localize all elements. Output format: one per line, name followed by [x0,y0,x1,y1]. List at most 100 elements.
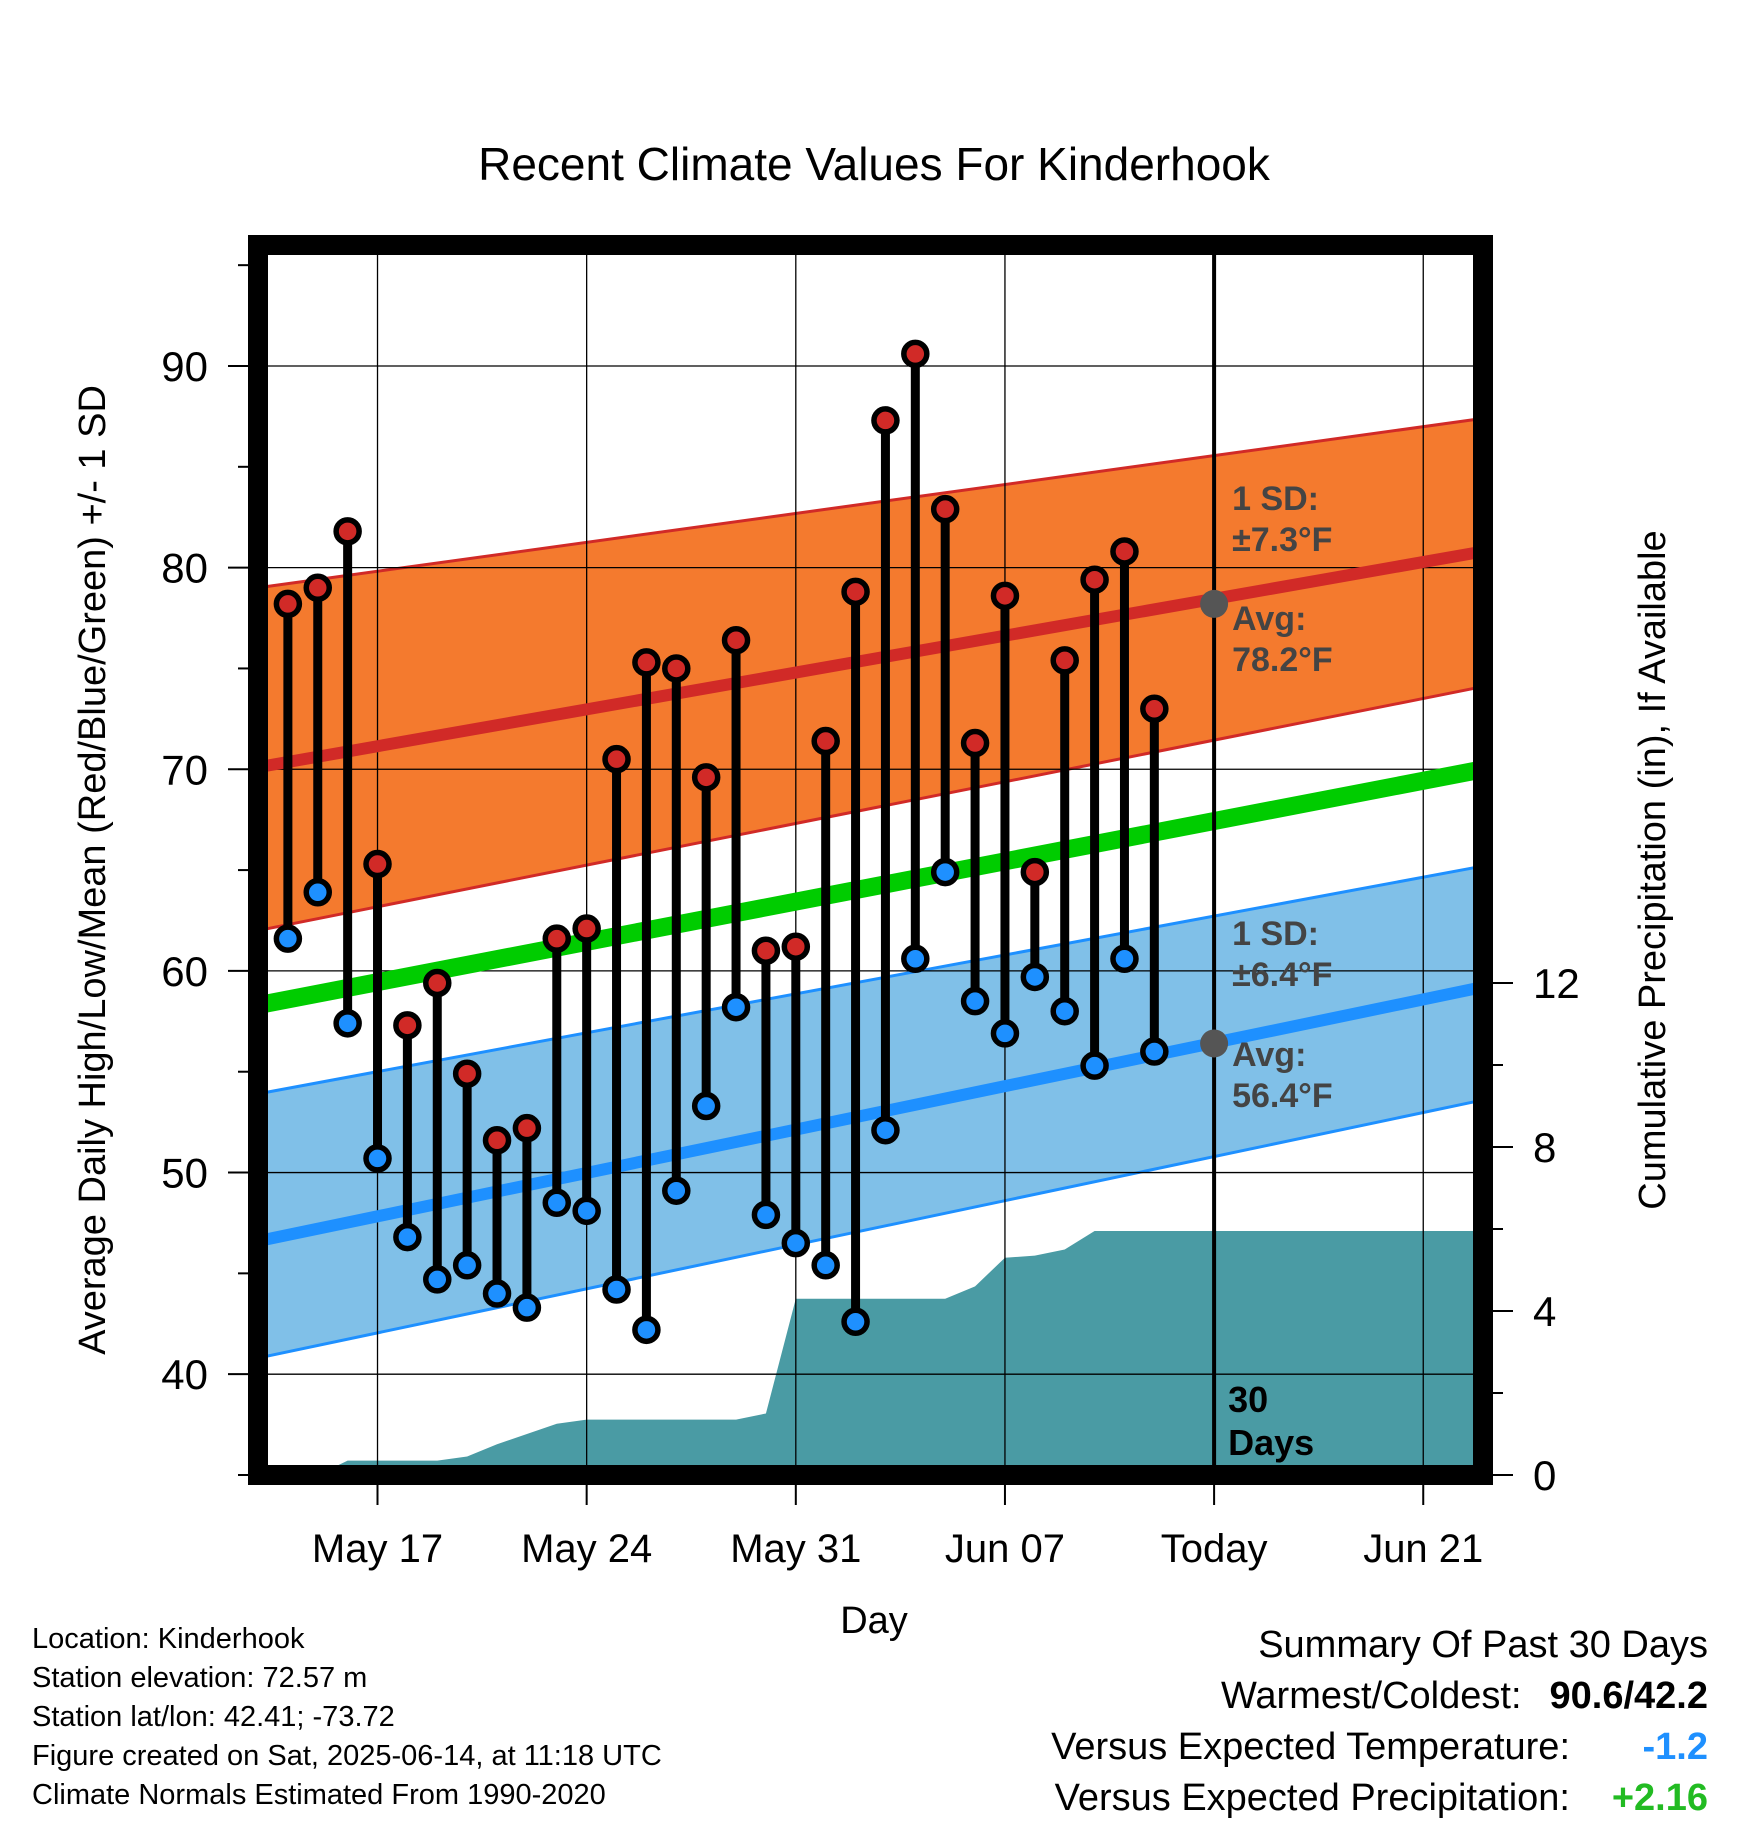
precip-row: Versus Expected Precipitation: +2.16 [1051,1773,1708,1824]
high-marker [482,1126,512,1155]
axes: 40 50 60 70 80 90 0 4 8 12 May 17 May 24 May 31 Jun 0… [161,264,1580,1571]
x-tick-label: Jun 21 [1363,1527,1483,1571]
high-avg-value: 78.2°F [1232,641,1333,679]
daily-markers [273,339,1169,1345]
low-marker [393,1222,422,1252]
high-marker [572,914,601,943]
mean-avg-line [256,760,1485,1015]
precip-value: +2.16 [1611,1777,1708,1819]
high-marker [841,577,870,607]
low-avg-line [256,981,1485,1247]
elevation-text: Station elevation: 72.57 m [32,1662,368,1694]
y-tick-label: 70 [161,746,208,793]
low-marker [1080,1051,1109,1080]
high-marker [930,494,960,524]
high-avg-today-dot [1200,589,1229,618]
high-marker [751,936,781,965]
high-marker [1110,537,1139,566]
low-marker [482,1279,512,1308]
low-marker [841,1307,870,1337]
low-marker [303,878,333,907]
low-marker [333,1009,362,1038]
days-label-number: 30 [1228,1379,1268,1420]
plot-frame [248,235,1493,1485]
warm-cold-row: Warmest/Coldest: 90.6/42.2 [1051,1671,1708,1722]
temp-value: -1.2 [1642,1726,1708,1768]
x-axis-label: Day [840,1600,908,1642]
precipitation-fill [258,1231,1483,1475]
low-upper-edge [257,864,1484,1096]
low-marker [662,1176,691,1205]
chart-title: Recent Climate Values For Kinderhook [478,138,1271,190]
high-sd-value: ±7.3°F [1232,521,1332,559]
low-marker [423,1265,452,1294]
low-lower-edge [257,1098,1484,1360]
low-marker [751,1200,781,1230]
high-marker [512,1113,542,1143]
x-tick-label: May 17 [312,1527,443,1571]
low-marker [273,924,303,953]
low-marker [1110,944,1139,974]
high-avg-label: Avg: [1232,600,1306,638]
high-marker [452,1059,482,1088]
high-marker [871,406,900,435]
low-marker [990,1019,1020,1048]
high-marker [901,339,930,369]
low-marker [363,1144,392,1173]
high-marker [363,849,392,879]
low-sd-label: 1 SD: [1232,915,1319,953]
warm-cold-value: 90.6/42.2 [1549,1675,1708,1717]
low-avg-label: Avg: [1232,1036,1306,1074]
high-marker [1020,857,1050,887]
low-marker [781,1228,811,1258]
high-marker [781,932,811,961]
low-marker [602,1275,631,1304]
high-marker [1140,694,1169,724]
high-lower-edge [257,685,1484,933]
high-marker [333,517,362,546]
low-marker [572,1196,601,1226]
warm-cold-label: Warmest/Coldest: [1220,1675,1522,1717]
y-tick-label: 50 [161,1150,208,1197]
y-tick-label: 40 [161,1351,208,1398]
latlon-text: Station lat/lon: 42.41; -73.72 [32,1701,395,1733]
low-avg-today-dot [1200,1029,1229,1058]
high-marker [632,648,661,677]
station-info: Location: Kinderhook Station elevation: … [32,1620,662,1815]
x-tick-label: May 24 [521,1527,652,1571]
high-marker [393,1011,422,1040]
low-avg-value: 56.4°F [1232,1077,1333,1115]
high-marker [662,654,691,683]
temp-label: Versus Expected Temperature: [1051,1726,1570,1768]
high-marker [691,763,721,792]
x-tick-label: Today [1161,1527,1268,1571]
low-marker [901,944,930,974]
high-upper-edge [257,416,1484,590]
created-text: Figure created on Sat, 2025-06-14, at 11… [32,1740,662,1772]
x-tick-label: May 31 [730,1527,861,1571]
low-marker [960,986,990,1016]
low-marker [512,1293,542,1322]
low-marker [452,1251,482,1280]
y2-tick-label: 12 [1533,960,1580,1007]
high-avg-line [256,545,1485,774]
high-marker [303,573,333,603]
high-marker [721,625,751,655]
x-tick-label: Jun 07 [945,1527,1065,1571]
high-marker [423,968,452,998]
low-marker [721,992,751,1022]
precipitation-area [258,1231,1483,1475]
y2-tick-label: 4 [1533,1288,1556,1335]
y-tick-label: 60 [161,948,208,995]
y2-tick-label: 0 [1533,1452,1556,1499]
normals-text: Climate Normals Estimated From 1990-2020 [32,1779,606,1811]
high-marker [811,726,840,756]
low-marker [1050,996,1079,1026]
y-tick-label: 90 [161,343,208,390]
low-marker [1020,962,1050,992]
low-marker [542,1188,572,1218]
y-tick-label: 80 [161,545,208,592]
low-marker [871,1115,900,1145]
